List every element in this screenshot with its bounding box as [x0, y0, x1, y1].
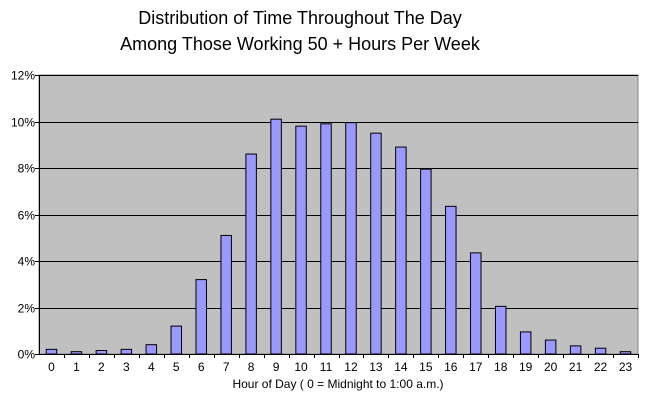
- x-tick-label: 21: [569, 360, 583, 374]
- bar: [70, 351, 83, 355]
- x-tick-label: 20: [544, 360, 558, 374]
- bar: [295, 125, 307, 355]
- bar: [170, 325, 183, 355]
- bar: [145, 344, 158, 355]
- y-tick-label: 8%: [18, 162, 36, 176]
- x-tick-label: 23: [619, 360, 633, 374]
- bar: [445, 205, 457, 355]
- x-tick-label: 7: [223, 360, 230, 374]
- bar: [569, 345, 582, 355]
- bar: [345, 122, 357, 355]
- y-tick-label: 2%: [18, 302, 36, 316]
- x-axis-title: Hour of Day ( 0 = Midnight to 1:00 a.m.): [232, 377, 443, 391]
- bar: [544, 339, 557, 355]
- x-tick-label: 13: [369, 360, 383, 374]
- y-axis: 0% 2% 4% 6% 8% 10% 12%: [11, 69, 40, 362]
- x-axis: 0 1 2 3 4 5 6 7 8 9 10 11 12 13 14 15 16 17 18 19 20 21 22 23: [39, 354, 639, 374]
- x-tick-label: 4: [148, 360, 155, 374]
- chart-title-line-2: Among Those Working 50 + Hours Per Week: [120, 34, 481, 54]
- grid-lines: [39, 75, 638, 309]
- x-tick-label: 10: [294, 360, 308, 374]
- x-tick-label: 6: [198, 360, 205, 374]
- bar: [395, 146, 407, 355]
- bar: [619, 351, 632, 355]
- bar: [45, 348, 58, 355]
- x-tick-label: 12: [344, 360, 358, 374]
- bar: [370, 132, 382, 355]
- bar: [420, 168, 432, 355]
- x-tick-label: 8: [248, 360, 255, 374]
- y-tick-label: 4%: [18, 255, 36, 269]
- x-tick-label: 9: [273, 360, 280, 374]
- x-tick-label: 19: [519, 360, 533, 374]
- bars: [45, 118, 632, 355]
- x-tick-label: 16: [444, 360, 458, 374]
- bar: [494, 305, 507, 355]
- x-tick-label: 17: [469, 360, 483, 374]
- bar: [195, 279, 207, 355]
- x-tick-label: 22: [594, 360, 608, 374]
- x-tick-label: 15: [419, 360, 433, 374]
- x-tick-label: 14: [394, 360, 408, 374]
- y-tick-label: 6%: [18, 209, 36, 223]
- chart-title: Distribution of Time Throughout The Day …: [120, 8, 481, 54]
- x-tick-label: 3: [123, 360, 130, 374]
- bar: [320, 123, 332, 355]
- plot-area: [38, 74, 639, 355]
- bar: [120, 348, 133, 355]
- x-tick-label: 5: [173, 360, 180, 374]
- x-tick-label: 0: [48, 360, 55, 374]
- x-tick-label: 2: [98, 360, 105, 374]
- y-tick-label: 10%: [11, 116, 35, 130]
- x-tick-label: 11: [320, 360, 333, 374]
- y-tick-label: 12%: [11, 69, 35, 83]
- bar: [270, 118, 282, 355]
- x-tick-label: 1: [73, 360, 80, 374]
- bar: [95, 350, 108, 355]
- y-tick-label: 0%: [18, 348, 36, 362]
- x-tick-label: 18: [494, 360, 508, 374]
- bar: [220, 234, 232, 355]
- bar: [470, 252, 482, 355]
- bar: [594, 347, 607, 355]
- chart-title-line-1: Distribution of Time Throughout The Day: [138, 8, 462, 28]
- bar: [519, 331, 532, 355]
- bar: [245, 153, 257, 355]
